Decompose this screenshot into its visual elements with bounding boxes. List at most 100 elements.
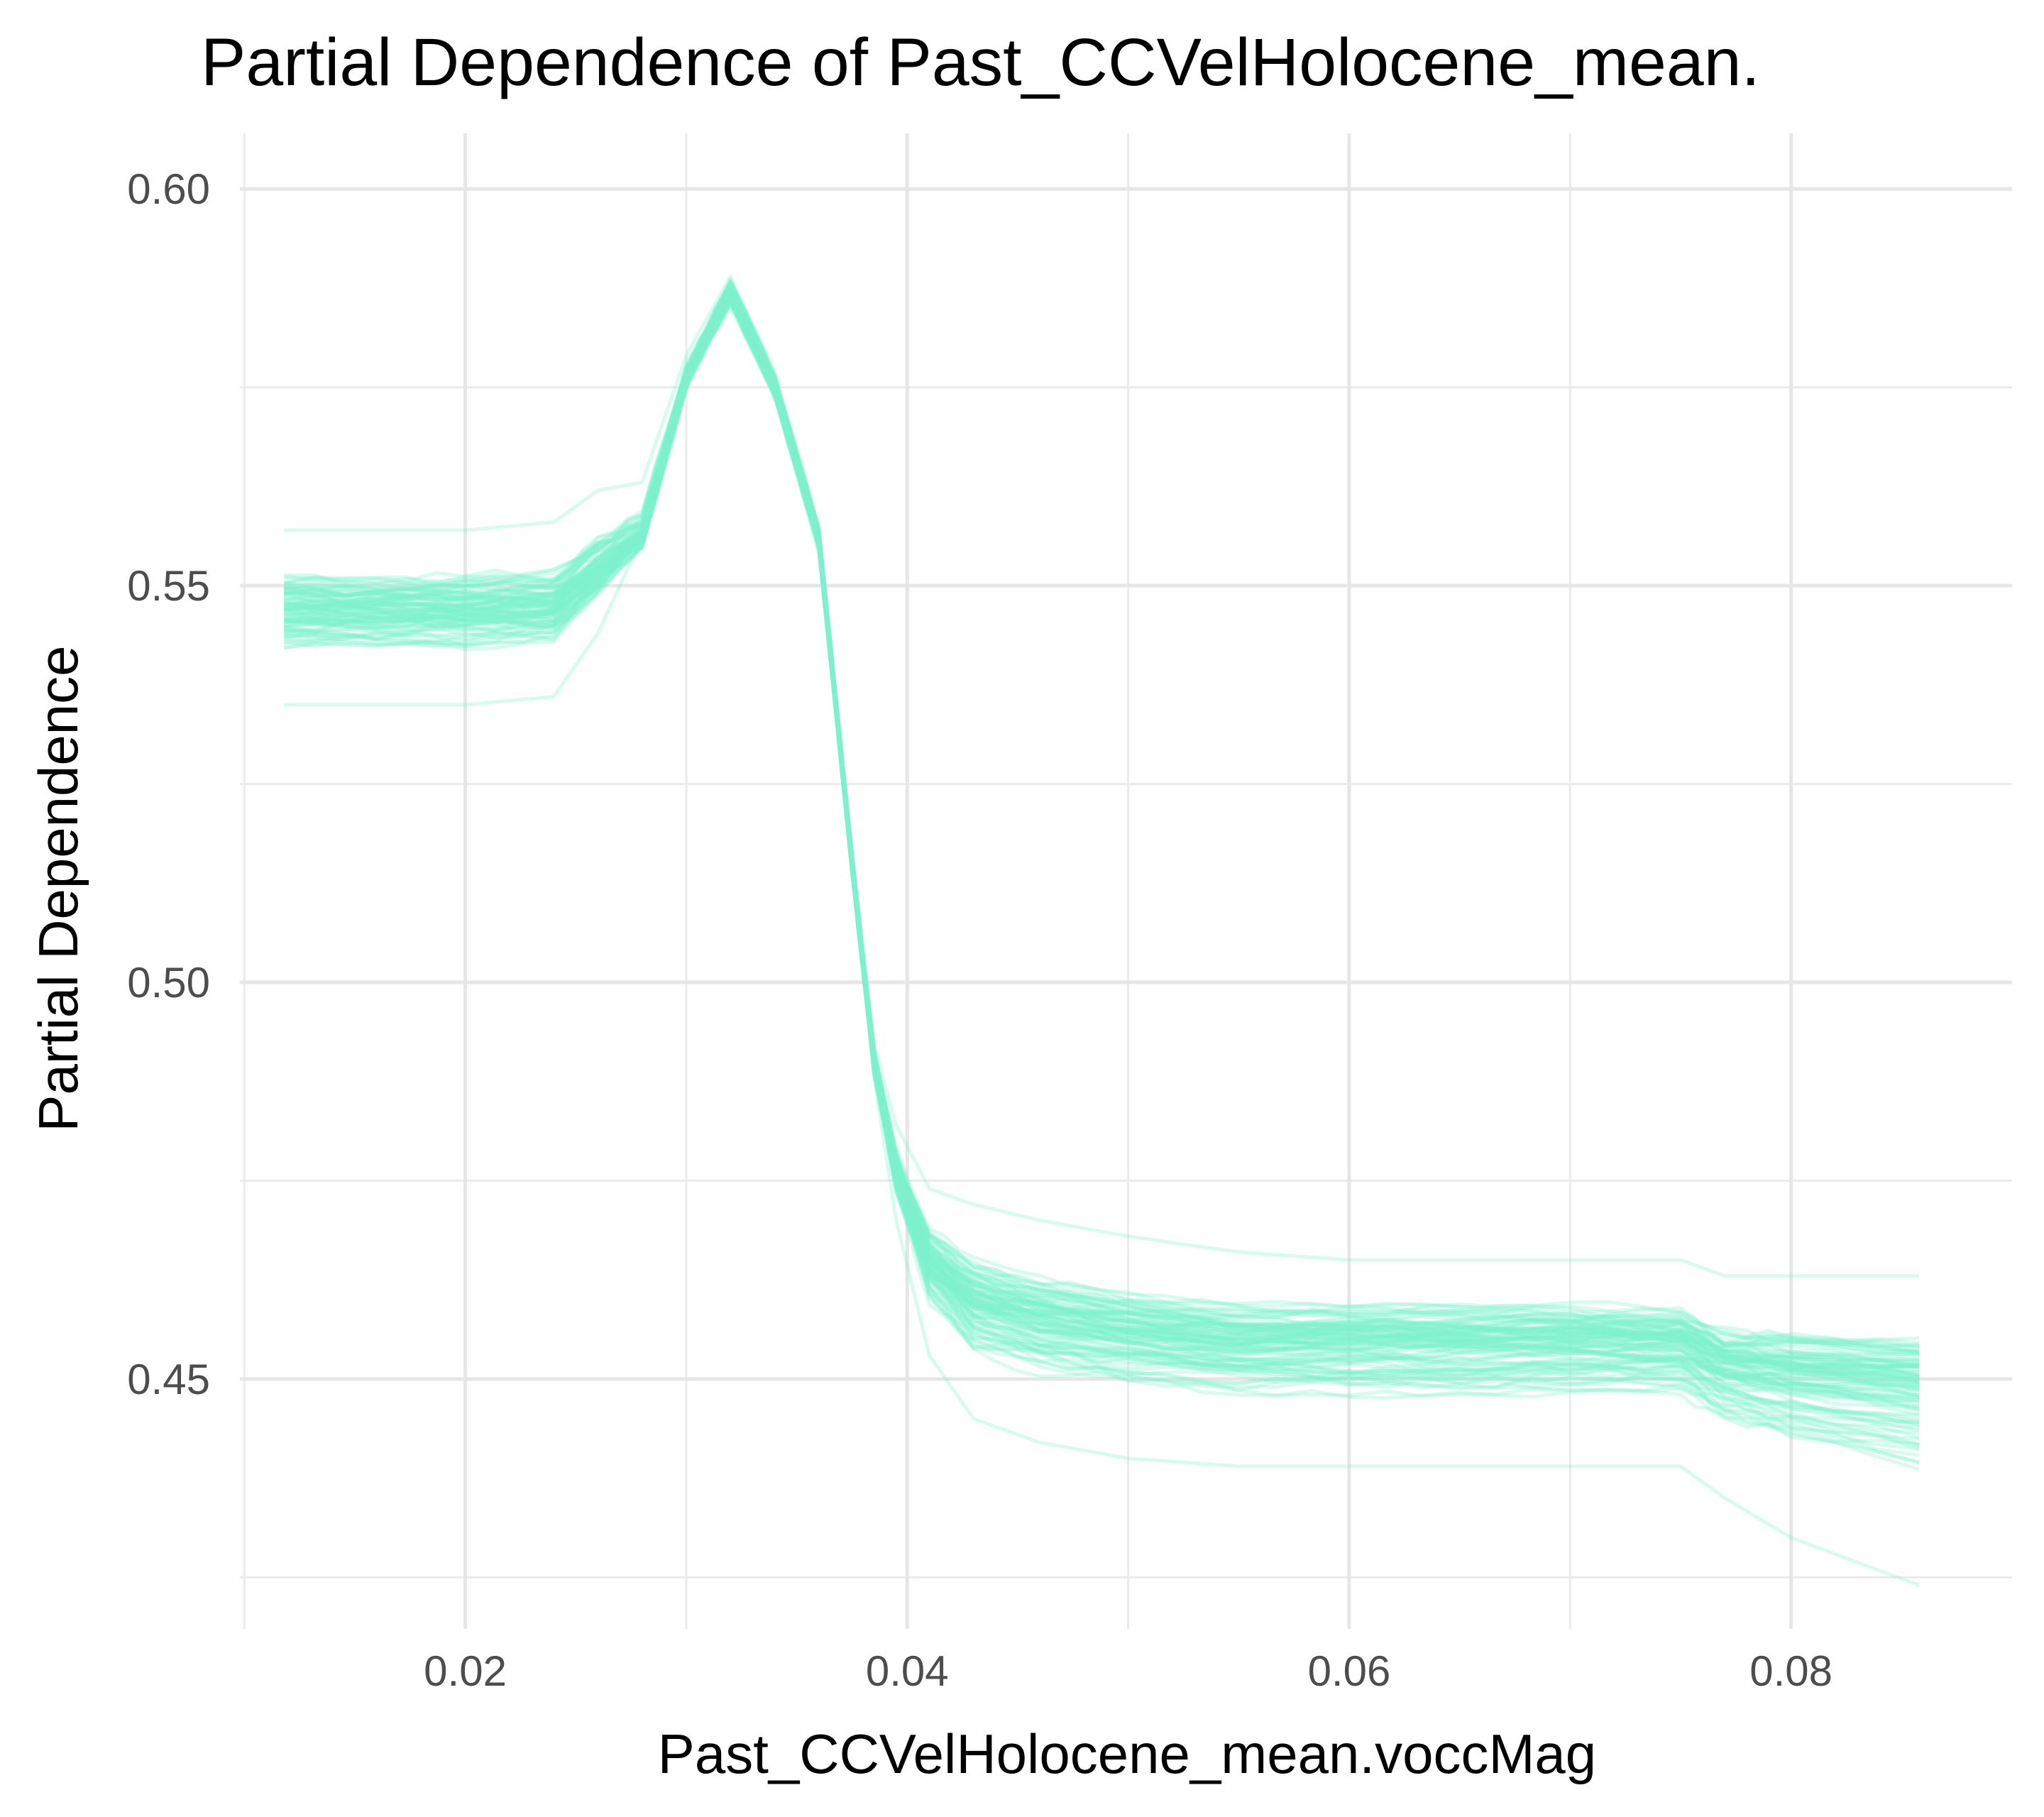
x-tick-label: 0.06 (1308, 1647, 1391, 1695)
ice-curve (283, 295, 1920, 1407)
ice-curve (284, 290, 1920, 1369)
ice-curve (283, 292, 1920, 1389)
ice-curve (283, 299, 1920, 1361)
ice-curve (284, 281, 1920, 1398)
ice-curve (284, 297, 1920, 1367)
ice-curve (283, 293, 1920, 1384)
ice-curve (284, 298, 1920, 1371)
y-tick-label: 0.50 (127, 959, 210, 1006)
ice-curve (283, 293, 1920, 1400)
ice-curve (284, 296, 1920, 1405)
ice-curve (284, 292, 1920, 1441)
ice-curve (284, 291, 1920, 1393)
ice-curve (283, 282, 1920, 1399)
ice-curve (283, 282, 1920, 1424)
x-tick-label: 0.02 (424, 1647, 507, 1695)
ice-curve (284, 297, 1920, 1377)
ice-curve (283, 287, 1920, 1386)
ice-curve (284, 274, 1921, 1587)
ice-curve (284, 296, 1920, 1354)
ice-curve (283, 284, 1920, 1368)
ice-curve (284, 286, 1920, 1389)
ice-curve (283, 290, 1920, 1380)
ice-curve (283, 298, 1920, 1368)
y-tick-label: 0.45 (127, 1356, 210, 1403)
ice-curve (284, 280, 1920, 1447)
ice-curve (284, 290, 1920, 1381)
ice-curve (283, 301, 1920, 1368)
ice-curve (283, 292, 1920, 1350)
ice-curve (283, 302, 1920, 1348)
ice-curve (284, 302, 1920, 1349)
ice-curve (283, 282, 1920, 1435)
ice-curve (283, 295, 1920, 1355)
ice-curve (284, 288, 1920, 1354)
ice-curve (283, 286, 1920, 1383)
ice-curve (283, 280, 1920, 1403)
ice-curve (284, 287, 1920, 1378)
ice-curve (284, 306, 1920, 1278)
ice-curve (284, 277, 1920, 1421)
ice-curve (284, 284, 1920, 1464)
ice-curve (284, 283, 1920, 1430)
ice-curve (284, 300, 1920, 1365)
y-tick-labels: 0.45 0.50 0.55 0.60 (127, 165, 210, 1403)
ice-curve (284, 293, 1920, 1378)
ice-curve (283, 300, 1920, 1348)
ice-curve (284, 294, 1920, 1379)
y-tick-label: 0.60 (127, 165, 210, 213)
ice-curve (284, 300, 1920, 1349)
ice-curve (283, 290, 1920, 1385)
ice-curve (284, 280, 1920, 1393)
ice-curve (283, 283, 1920, 1417)
ice-curve (284, 297, 1920, 1374)
ice-curve (284, 297, 1920, 1369)
ice-curve (284, 286, 1920, 1433)
ice-curve (284, 280, 1920, 1380)
ice-curve (284, 297, 1920, 1354)
ice-curve (284, 282, 1920, 1471)
ice-curve (284, 293, 1920, 1447)
ice-curve (284, 297, 1920, 1373)
ice-curve (283, 282, 1920, 1380)
chart-title: Partial Dependence of Past_CCVelHolocene… (201, 25, 1760, 100)
y-axis-title: Partial Dependence (27, 645, 89, 1131)
ice-curve (283, 281, 1920, 1457)
ice-curve (284, 290, 1920, 1387)
ice-curve (284, 288, 1920, 1356)
ice-curve (284, 286, 1920, 1363)
ice-curve (283, 290, 1920, 1358)
ice-curves (283, 274, 1921, 1587)
ice-curve (284, 283, 1920, 1377)
ice-curve (283, 281, 1920, 1400)
y-tick-label: 0.55 (127, 562, 210, 610)
ice-curve (284, 292, 1920, 1392)
ice-curve (284, 295, 1920, 1427)
ice-curve (284, 288, 1920, 1364)
ice-curve (283, 279, 1920, 1398)
ice-curve (284, 287, 1920, 1382)
ice-curve (284, 281, 1920, 1451)
ice-curve (284, 289, 1920, 1384)
ice-curve (284, 281, 1920, 1385)
ice-curve (283, 285, 1920, 1369)
ice-curve (284, 280, 1920, 1411)
ice-curve (283, 285, 1920, 1409)
x-axis-title: Past_CCVelHolocene_mean.voccMag (658, 1723, 1596, 1785)
ice-curve (283, 292, 1920, 1388)
ice-curve (284, 281, 1920, 1390)
ice-curve (284, 287, 1920, 1424)
ice-curve (284, 294, 1920, 1411)
ice-curve (284, 295, 1920, 1374)
ice-curve (284, 285, 1920, 1366)
x-tick-label: 0.08 (1749, 1647, 1833, 1695)
ice-curve (283, 292, 1920, 1440)
ice-curve (284, 283, 1920, 1465)
ice-curve (284, 287, 1920, 1349)
ice-curve (284, 301, 1920, 1378)
ice-curve (283, 287, 1920, 1398)
ice-curve (284, 296, 1920, 1370)
ice-curve (283, 295, 1920, 1428)
